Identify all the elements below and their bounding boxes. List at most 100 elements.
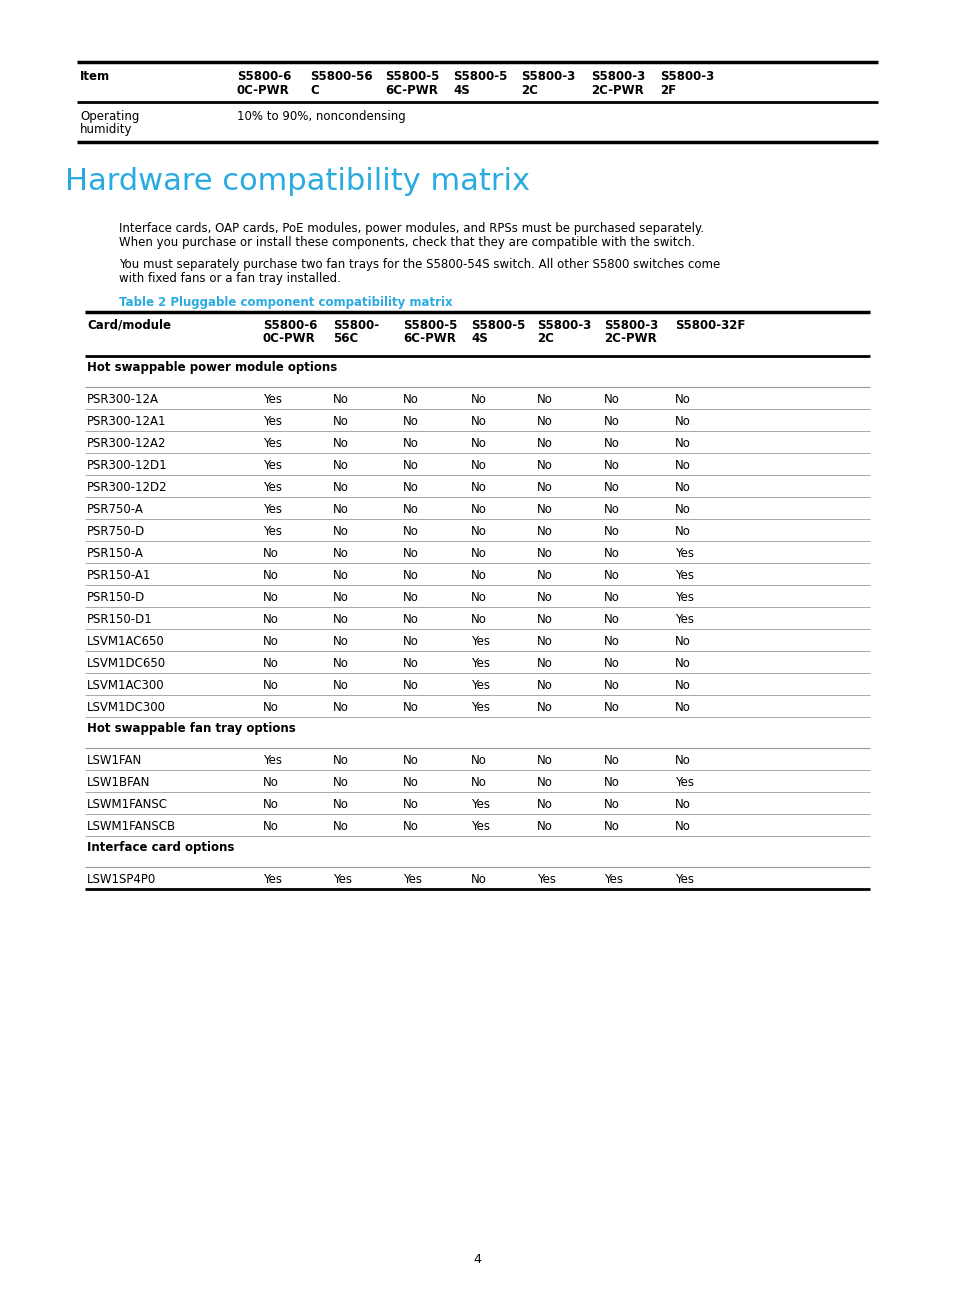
Text: S5800-5: S5800-5 bbox=[471, 320, 525, 333]
Text: Yes: Yes bbox=[471, 798, 490, 811]
Text: Yes: Yes bbox=[402, 873, 421, 886]
Text: No: No bbox=[537, 754, 553, 767]
Text: Yes: Yes bbox=[675, 613, 693, 626]
Text: LSW1FAN: LSW1FAN bbox=[87, 754, 142, 767]
Text: Yes: Yes bbox=[675, 591, 693, 604]
Text: No: No bbox=[333, 437, 349, 450]
Text: Table 2 Pluggable component compatibility matrix: Table 2 Pluggable component compatibilit… bbox=[119, 296, 452, 309]
Text: No: No bbox=[603, 547, 619, 560]
Text: 4S: 4S bbox=[471, 333, 487, 345]
Text: No: No bbox=[263, 569, 278, 582]
Text: No: No bbox=[537, 525, 553, 538]
Text: No: No bbox=[402, 481, 418, 494]
Text: C: C bbox=[310, 84, 318, 97]
Text: No: No bbox=[333, 701, 349, 714]
Text: 2F: 2F bbox=[659, 84, 676, 97]
Text: PSR750-D: PSR750-D bbox=[87, 525, 145, 538]
Text: 6C-PWR: 6C-PWR bbox=[402, 333, 456, 345]
Text: No: No bbox=[402, 679, 418, 692]
Text: No: No bbox=[471, 569, 486, 582]
Text: No: No bbox=[333, 459, 349, 472]
Text: 2C: 2C bbox=[520, 84, 537, 97]
Text: No: No bbox=[675, 415, 690, 428]
Text: PSR150-D1: PSR150-D1 bbox=[87, 613, 152, 626]
Text: No: No bbox=[603, 820, 619, 833]
Text: No: No bbox=[537, 481, 553, 494]
Text: 4: 4 bbox=[473, 1253, 480, 1266]
Text: No: No bbox=[603, 569, 619, 582]
Text: PSR300-12A1: PSR300-12A1 bbox=[87, 415, 167, 428]
Text: No: No bbox=[675, 657, 690, 670]
Text: No: No bbox=[263, 820, 278, 833]
Text: PSR300-12A2: PSR300-12A2 bbox=[87, 437, 167, 450]
Text: No: No bbox=[537, 635, 553, 648]
Text: S5800-56: S5800-56 bbox=[310, 70, 373, 83]
Text: No: No bbox=[402, 701, 418, 714]
Text: No: No bbox=[471, 481, 486, 494]
Text: No: No bbox=[603, 415, 619, 428]
Text: No: No bbox=[603, 679, 619, 692]
Text: 0C-PWR: 0C-PWR bbox=[236, 84, 290, 97]
Text: LSW1BFAN: LSW1BFAN bbox=[87, 776, 151, 789]
Text: No: No bbox=[402, 798, 418, 811]
Text: No: No bbox=[471, 776, 486, 789]
Text: Yes: Yes bbox=[333, 873, 352, 886]
Text: No: No bbox=[471, 503, 486, 516]
Text: No: No bbox=[471, 525, 486, 538]
Text: No: No bbox=[333, 591, 349, 604]
Text: No: No bbox=[333, 547, 349, 560]
Text: 0C-PWR: 0C-PWR bbox=[263, 333, 315, 345]
Text: No: No bbox=[471, 873, 486, 886]
Text: No: No bbox=[471, 437, 486, 450]
Text: No: No bbox=[263, 776, 278, 789]
Text: No: No bbox=[675, 393, 690, 406]
Text: LSWM1FANSC: LSWM1FANSC bbox=[87, 798, 168, 811]
Text: No: No bbox=[263, 679, 278, 692]
Text: No: No bbox=[537, 503, 553, 516]
Text: Card/module: Card/module bbox=[87, 320, 171, 333]
Text: PSR150-D: PSR150-D bbox=[87, 591, 145, 604]
Text: No: No bbox=[537, 613, 553, 626]
Text: No: No bbox=[402, 437, 418, 450]
Text: No: No bbox=[471, 459, 486, 472]
Text: Yes: Yes bbox=[471, 635, 490, 648]
Text: PSR150-A1: PSR150-A1 bbox=[87, 569, 152, 582]
Text: No: No bbox=[537, 679, 553, 692]
Text: No: No bbox=[263, 798, 278, 811]
Text: LSWM1FANSCB: LSWM1FANSCB bbox=[87, 820, 176, 833]
Text: No: No bbox=[603, 393, 619, 406]
Text: LSVM1AC650: LSVM1AC650 bbox=[87, 635, 165, 648]
Text: Yes: Yes bbox=[603, 873, 622, 886]
Text: Hardware compatibility matrix: Hardware compatibility matrix bbox=[65, 167, 530, 195]
Text: Hot swappable fan tray options: Hot swappable fan tray options bbox=[87, 722, 295, 735]
Text: You must separately purchase two fan trays for the S5800-54S switch. All other S: You must separately purchase two fan tra… bbox=[119, 258, 720, 270]
Text: Yes: Yes bbox=[263, 415, 282, 428]
Text: 4S: 4S bbox=[453, 84, 469, 97]
Text: Interface card options: Interface card options bbox=[87, 841, 234, 854]
Text: No: No bbox=[402, 415, 418, 428]
Text: No: No bbox=[402, 613, 418, 626]
Text: Yes: Yes bbox=[471, 820, 490, 833]
Text: No: No bbox=[333, 613, 349, 626]
Text: 56C: 56C bbox=[333, 333, 358, 345]
Text: Yes: Yes bbox=[263, 393, 282, 406]
Text: No: No bbox=[263, 547, 278, 560]
Text: Yes: Yes bbox=[471, 701, 490, 714]
Text: Operating: Operating bbox=[80, 110, 139, 123]
Text: Yes: Yes bbox=[263, 437, 282, 450]
Text: No: No bbox=[603, 798, 619, 811]
Text: S5800-: S5800- bbox=[333, 320, 378, 333]
Text: No: No bbox=[675, 679, 690, 692]
Text: S5800-5: S5800-5 bbox=[385, 70, 439, 83]
Text: Yes: Yes bbox=[675, 569, 693, 582]
Text: No: No bbox=[263, 591, 278, 604]
Text: Yes: Yes bbox=[263, 481, 282, 494]
Text: No: No bbox=[402, 657, 418, 670]
Text: S5800-6: S5800-6 bbox=[263, 320, 317, 333]
Text: No: No bbox=[603, 503, 619, 516]
Text: No: No bbox=[537, 657, 553, 670]
Text: S5800-3: S5800-3 bbox=[520, 70, 575, 83]
Text: No: No bbox=[537, 798, 553, 811]
Text: No: No bbox=[603, 635, 619, 648]
Text: Yes: Yes bbox=[263, 754, 282, 767]
